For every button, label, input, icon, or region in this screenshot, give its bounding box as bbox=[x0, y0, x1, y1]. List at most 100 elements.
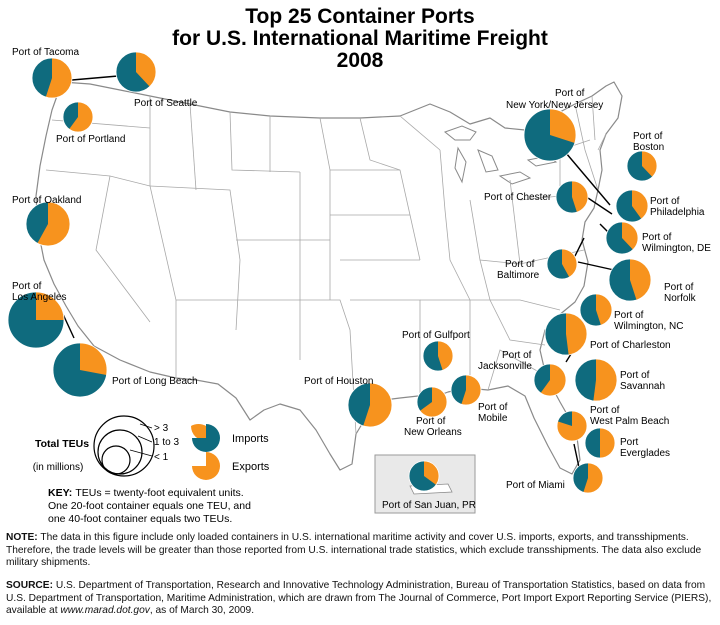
pie-edge bbox=[546, 248, 578, 280]
pie-edge bbox=[556, 410, 588, 442]
great-lakes bbox=[443, 125, 558, 185]
pie-port-of-mobile bbox=[450, 374, 482, 406]
pie-port-of-san-juan-pr bbox=[408, 460, 440, 492]
pie-edge bbox=[7, 291, 65, 349]
title-line-3: 2008 bbox=[336, 49, 384, 72]
pie-imports-slice bbox=[580, 294, 601, 326]
pie-edge bbox=[422, 340, 454, 372]
label-seattle: Port of Seattle bbox=[134, 98, 198, 109]
legend-size-title: Total TEUs bbox=[35, 438, 89, 450]
pie-port-of-philadelphia bbox=[615, 189, 649, 223]
label-wilmde-2: Wilmington, DE bbox=[642, 243, 711, 254]
label-wilmnc-2: Wilmington, NC bbox=[614, 321, 683, 332]
pie-imports-slice bbox=[605, 221, 633, 255]
pie-imports-slice bbox=[546, 249, 570, 280]
label-sanjuan: Port of San Juan, PR bbox=[382, 500, 476, 511]
label-wpb-1: Port of bbox=[590, 405, 620, 416]
source-text: U.S. Department of Transportation, Resea… bbox=[6, 580, 712, 617]
legend-key-line1: KEY: TEUs = twenty-foot equivalent units. bbox=[48, 487, 244, 499]
pie-imports-slice bbox=[32, 58, 52, 98]
pie-edge bbox=[608, 258, 652, 302]
label-houston: Port of Houston bbox=[304, 376, 373, 387]
pie-edge bbox=[579, 293, 613, 327]
pie-imports-slice bbox=[608, 259, 637, 301]
label-jacksonville-2: Jacksonville bbox=[478, 361, 532, 372]
label-tacoma: Port of Tacoma bbox=[12, 47, 80, 58]
legend-key-line3: one 40-foot container equals two TEUs. bbox=[48, 513, 232, 525]
key-label: KEY: bbox=[48, 487, 72, 499]
pie-port-of-wilmington-nc bbox=[579, 293, 613, 327]
pie-imports-slice bbox=[409, 461, 437, 492]
pie-edge bbox=[52, 342, 108, 398]
pie-imports-slice bbox=[416, 387, 432, 411]
legend-size-medium-label: 1 to 3 bbox=[154, 437, 179, 448]
legend-size-small-label: < 1 bbox=[154, 452, 169, 463]
pie-imports-slice bbox=[534, 364, 550, 393]
label-savannah-2: Savannah bbox=[620, 381, 665, 392]
pie-port-of-chester bbox=[555, 180, 589, 214]
label-charleston: Port of Charleston bbox=[590, 340, 671, 351]
pie-port-of-jacksonville bbox=[533, 363, 567, 397]
legend-key-line2: One 20-foot container equals one TEU, an… bbox=[48, 500, 251, 512]
pie-port-of-portland bbox=[62, 101, 94, 133]
label-la-2: Los Angeles bbox=[12, 292, 67, 303]
pie-edge bbox=[533, 363, 567, 397]
pie-imports-slice bbox=[52, 343, 107, 397]
pie-edge bbox=[523, 108, 577, 162]
label-chester: Port of Chester bbox=[484, 192, 552, 203]
label-mobile-2: Mobile bbox=[478, 413, 508, 424]
pie-port-of-los-angeles bbox=[7, 291, 65, 349]
legend-size-small-circle bbox=[101, 445, 131, 475]
label-gulfport: Port of Gulfport bbox=[402, 330, 470, 341]
label-oakland: Port of Oakland bbox=[12, 195, 81, 206]
label-boston-1: Port of bbox=[633, 131, 663, 142]
pie-imports-slice bbox=[450, 374, 466, 405]
note-paragraph: NOTE: The data in this figure include on… bbox=[6, 532, 714, 570]
label-norfolk-2: Norfolk bbox=[664, 293, 697, 304]
pie-imports-slice bbox=[25, 201, 48, 244]
pie-imports-slice bbox=[62, 102, 78, 130]
pie-edge bbox=[115, 51, 157, 93]
us-land-outline bbox=[35, 81, 623, 475]
label-mobile-1: Port of bbox=[478, 402, 508, 413]
pie-port-of-norfolk bbox=[608, 258, 652, 302]
label-everglades-1: Port bbox=[620, 437, 639, 448]
label-ny-1: Port of bbox=[555, 88, 585, 99]
pie-imports-slice bbox=[524, 109, 575, 161]
pie-edge bbox=[416, 386, 448, 418]
state-borders bbox=[45, 95, 607, 435]
pie-edge bbox=[450, 374, 482, 406]
pie-imports-slice bbox=[544, 312, 569, 355]
pie-imports-slice bbox=[626, 151, 653, 182]
pie-edge bbox=[408, 460, 440, 492]
note-text: The data in this figure include only loa… bbox=[6, 532, 702, 569]
pie-edge bbox=[31, 57, 73, 99]
label-longbeach: Port of Long Beach bbox=[112, 376, 198, 387]
pie-port-of-tacoma bbox=[31, 57, 73, 99]
note-label: NOTE: bbox=[6, 532, 38, 543]
pie-edge bbox=[555, 180, 589, 214]
pie-port-of-wilmington-de bbox=[605, 221, 639, 255]
pie-imports-slice bbox=[575, 359, 596, 401]
title-line-2: for U.S. International Maritime Freight bbox=[172, 27, 548, 50]
port-pies bbox=[7, 51, 658, 494]
source-label: SOURCE: bbox=[6, 580, 53, 591]
pie-imports-slice bbox=[556, 181, 577, 213]
pie-edge bbox=[544, 312, 588, 356]
label-boston-2: Boston bbox=[633, 142, 664, 153]
pie-imports-slice bbox=[423, 341, 443, 371]
legend-imports-swatch bbox=[192, 424, 220, 452]
label-savannah-1: Port of bbox=[620, 370, 650, 381]
label-portland: Port of Portland bbox=[56, 134, 125, 145]
source-url: www.marad.dot.gov bbox=[60, 605, 150, 617]
pie-port-of-boston bbox=[626, 150, 658, 182]
label-wpb-2: West Palm Beach bbox=[590, 416, 669, 427]
pie-edge bbox=[584, 427, 616, 459]
pie-imports-slice bbox=[585, 428, 600, 458]
pie-edge bbox=[347, 382, 393, 428]
legend: > 3 1 to 3 < 1 Total TEUs (in millions) … bbox=[33, 415, 270, 525]
label-neworleans-2: New Orleans bbox=[404, 427, 462, 438]
port-labels: Port of Tacoma Port of Seattle Port of P… bbox=[12, 47, 711, 511]
pie-port-of-houston bbox=[347, 382, 393, 428]
